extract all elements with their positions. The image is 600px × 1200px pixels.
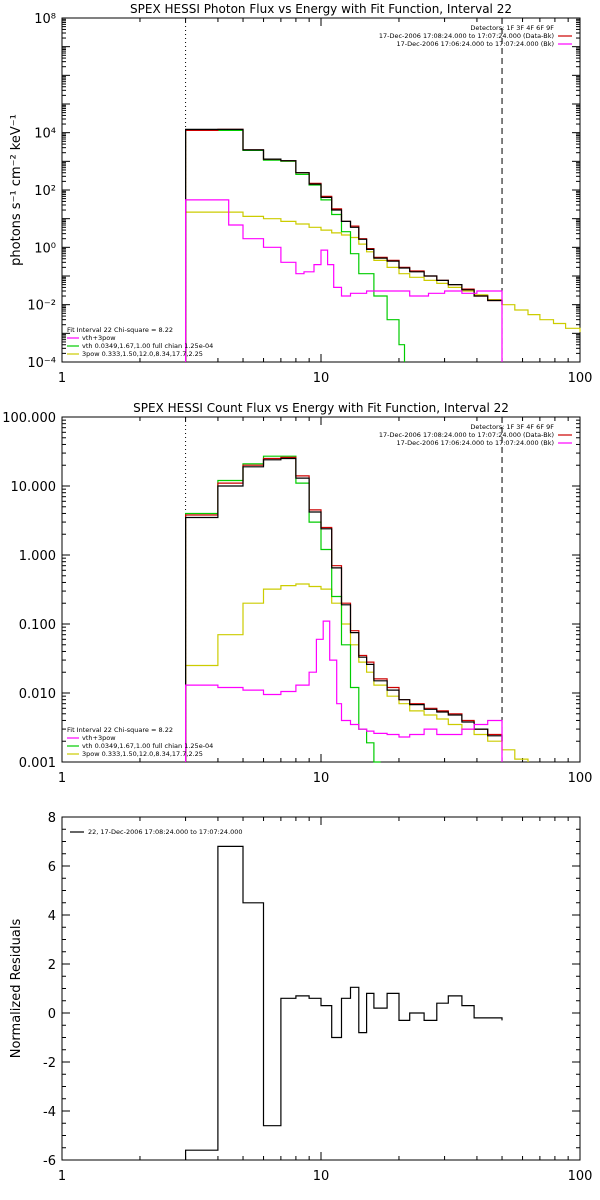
x-tick-label: 10 xyxy=(313,1169,330,1184)
series-line xyxy=(185,620,503,762)
x-tick-label: 10 xyxy=(313,371,330,386)
y-tick-label: 2 xyxy=(48,958,56,973)
x-tick-label: 100 xyxy=(568,371,593,386)
y-axis-label: photons s⁻¹ cm⁻² keV⁻¹ xyxy=(9,114,24,266)
legend-entry: 17-Dec-2006 17:08:24.000 to 17:07:24.000… xyxy=(379,431,554,439)
y-tick-label: -4 xyxy=(43,1105,56,1120)
y-tick-label: 0 xyxy=(48,1007,56,1022)
legend-entry: 3pow 0.333,1.50,12.0,8.34,17.7,2.25 xyxy=(82,750,203,758)
y-tick-label: -2 xyxy=(43,1056,56,1071)
series-line xyxy=(185,128,503,362)
y-tick-label: 4 xyxy=(48,909,56,924)
series-line xyxy=(185,129,406,362)
legend-entry: vth 0.0349,1.67,1.00 full chian 1.25e-04 xyxy=(82,342,213,350)
y-tick-label: 6 xyxy=(48,860,56,875)
y-tick-label: 10⁴ xyxy=(34,127,56,142)
series-line xyxy=(185,128,503,362)
y-tick-label: 0.100 xyxy=(19,618,56,633)
chart-title: SPEX HESSI Photon Flux vs Energy with Fi… xyxy=(130,2,512,16)
x-tick-label: 1 xyxy=(58,1169,66,1184)
y-tick-label: 1.000 xyxy=(19,549,56,564)
series-line xyxy=(185,583,529,762)
legend-entry: 17-Dec-2006 17:06:24.000 to 17:07:24.000… xyxy=(397,439,555,447)
y-tick-label: 10⁻⁴ xyxy=(27,356,56,371)
plot-frame xyxy=(61,816,581,1161)
legend-entry: 22, 17-Dec-2006 17:08:24.000 to 17:07:24… xyxy=(88,828,243,836)
y-tick-label: 10⁸ xyxy=(34,12,56,27)
legend-entry: 3pow 0.333,1.50,12.0,8.34,17.7,2.25 xyxy=(82,350,203,358)
y-tick-label: 0.001 xyxy=(19,756,56,771)
legend-entry: Fit Interval 22 Chi-square = 8.22 xyxy=(67,326,173,334)
chart-panel-2 xyxy=(61,416,581,763)
y-tick-label: 10² xyxy=(34,184,56,199)
series-line xyxy=(185,457,503,762)
x-tick-label: 10 xyxy=(313,771,330,786)
chart-title: SPEX HESSI Count Flux vs Energy with Fit… xyxy=(133,401,509,415)
legend-entry: 17-Dec-2006 17:08:24.000 to 17:07:24.000… xyxy=(379,32,554,40)
x-tick-label: 1 xyxy=(58,771,66,786)
series-line xyxy=(185,199,503,362)
series-line xyxy=(185,455,381,763)
legend-entry: vth+3pow xyxy=(82,734,116,742)
legend-entry: vth+3pow xyxy=(82,334,116,342)
chart-panel-1 xyxy=(61,17,581,363)
y-tick-label: 10.000 xyxy=(11,480,57,495)
series-line xyxy=(185,211,581,362)
y-tick-label: 10⁰ xyxy=(34,241,56,256)
y-axis-label: Normalized Residuals xyxy=(9,919,24,1059)
y-tick-label: 0.010 xyxy=(19,687,56,702)
y-tick-label: 10⁻² xyxy=(27,299,56,314)
series-line xyxy=(185,845,503,1160)
legend-entry: Detectors: 1F 3F 4F 6F 9F xyxy=(470,423,554,431)
legend-entry: Detectors: 1F 3F 4F 6F 9F xyxy=(470,24,554,32)
series-line xyxy=(185,456,503,762)
chart-panel-3 xyxy=(61,816,581,1161)
legend-entry: 17-Dec-2006 17:06:24.000 to 17:07:24.000… xyxy=(397,40,555,48)
y-tick-label: 8 xyxy=(48,811,56,826)
legend-entry: Fit Interval 22 Chi-square = 8.22 xyxy=(67,726,173,734)
legend-entry: vth 0.0349,1.67,1.00 full chian 1.25e-04 xyxy=(82,742,213,750)
x-tick-label: 100 xyxy=(568,1169,593,1184)
x-tick-label: 100 xyxy=(568,771,593,786)
x-tick-label: 1 xyxy=(58,371,66,386)
y-tick-label: 100.000 xyxy=(2,411,56,426)
y-tick-label: -6 xyxy=(43,1154,56,1169)
